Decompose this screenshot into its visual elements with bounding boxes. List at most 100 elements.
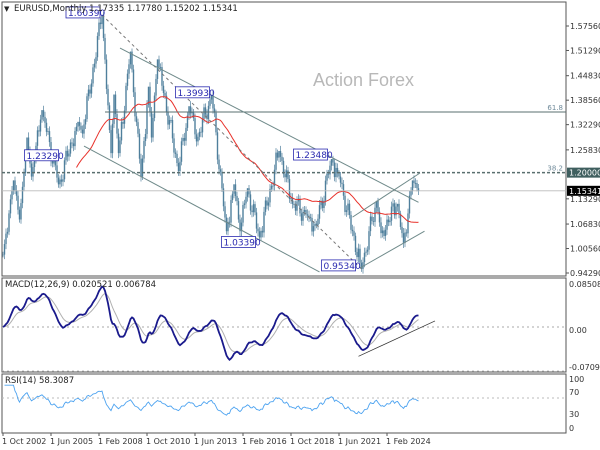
price-bar [258,231,261,238]
price-bar [407,213,409,234]
price-bar [74,131,76,147]
macd-panel [1,277,567,373]
moving-average-line [76,96,419,223]
price-bar [270,185,273,189]
price-bar [362,262,364,269]
x-tick-label: 1 Oct 2010 [146,437,190,446]
price-bar [396,203,399,207]
price-bar [107,88,109,106]
price-bar [48,131,51,143]
price-bar [290,197,292,199]
price-bar [27,137,30,151]
trendline [83,145,320,273]
price-bar [140,158,142,177]
price-panel [1,1,567,277]
price-bar [134,92,136,117]
trendline [359,230,425,269]
price-bar [18,209,21,220]
price-bar [197,136,199,142]
price-bar [39,119,42,132]
price-label-box [321,259,356,272]
price-bar [5,233,7,245]
price-bar [402,233,405,243]
price-bar [183,138,186,141]
price-bar [159,67,162,68]
price-bar [239,219,241,232]
trendline [119,47,419,203]
price-bar [347,203,349,211]
price-bar [288,179,291,199]
price-bar [356,251,358,258]
price-bar [212,94,214,109]
y-tick-label: 1.38560 [570,96,600,105]
price-bar [170,120,172,121]
price-bar [182,138,184,142]
price-label-box [24,149,59,162]
macd-trendline [358,320,436,357]
price-bar [141,158,144,177]
price-bar [276,152,279,158]
price-bar [338,173,340,177]
level-badge-text: 1.20000 [569,169,600,178]
x-tick-label: 1 Feb 2008 [98,437,143,446]
rsi-axis-label: 70 [569,388,579,397]
price-bar [273,169,276,186]
price-bar [162,85,165,94]
price-bar [23,173,25,187]
price-bar [308,215,310,218]
x-tick-label: 1 Jun 2005 [50,437,93,446]
collapse-arrow-icon[interactable]: ▼ [4,5,10,13]
price-bar [98,22,100,37]
price-bar [203,107,205,119]
price-bar [6,231,9,234]
price-bar [77,121,79,127]
price-bar [26,137,28,154]
price-bar [237,201,240,220]
price-bar [135,116,138,123]
rsi-title: RSI(14) 58.3087 [5,376,74,386]
price-bar [393,203,396,216]
price-bar [152,117,154,138]
price-bar [191,111,193,114]
price-bar [2,254,4,256]
price-bar [264,200,267,212]
price-bar [300,213,303,221]
price-bar [164,93,166,96]
price-bar [215,112,217,133]
price-bar [213,108,216,113]
price-bar [228,221,231,223]
price-bar [188,106,190,116]
price-bar [198,131,201,137]
price-bar [371,216,373,221]
price-bar [272,185,274,187]
ohlc-values: 1.17335 1.17780 1.15202 1.15341 [89,4,238,14]
y-tick-label: 1.25830 [570,146,600,155]
price-bar [36,130,39,146]
price-bar [80,125,82,130]
price-bar [179,161,181,171]
price-bar [201,118,204,133]
price-bar [57,177,60,185]
y-tick-label: 1.57560 [570,22,600,31]
price-bar [245,196,247,204]
x-tick-label: 1 Oct 2018 [290,437,334,446]
price-bar [219,169,222,172]
price-bar [369,216,372,232]
y-tick-label: 1.32290 [570,121,600,130]
trendline [352,172,421,218]
price-bar [380,222,382,234]
price-bar [353,231,355,236]
rsi-axis-label: 0 [569,424,574,433]
price-bar [317,218,319,226]
price-bar [222,188,225,207]
price-bar [114,94,117,115]
price-bar [405,232,408,234]
price-bar [150,112,153,138]
price-bar [354,235,357,252]
price-bar [293,203,295,206]
price-bar [129,51,132,65]
price-bar [194,118,196,135]
price-bar [398,203,400,214]
price-bar [92,67,94,84]
